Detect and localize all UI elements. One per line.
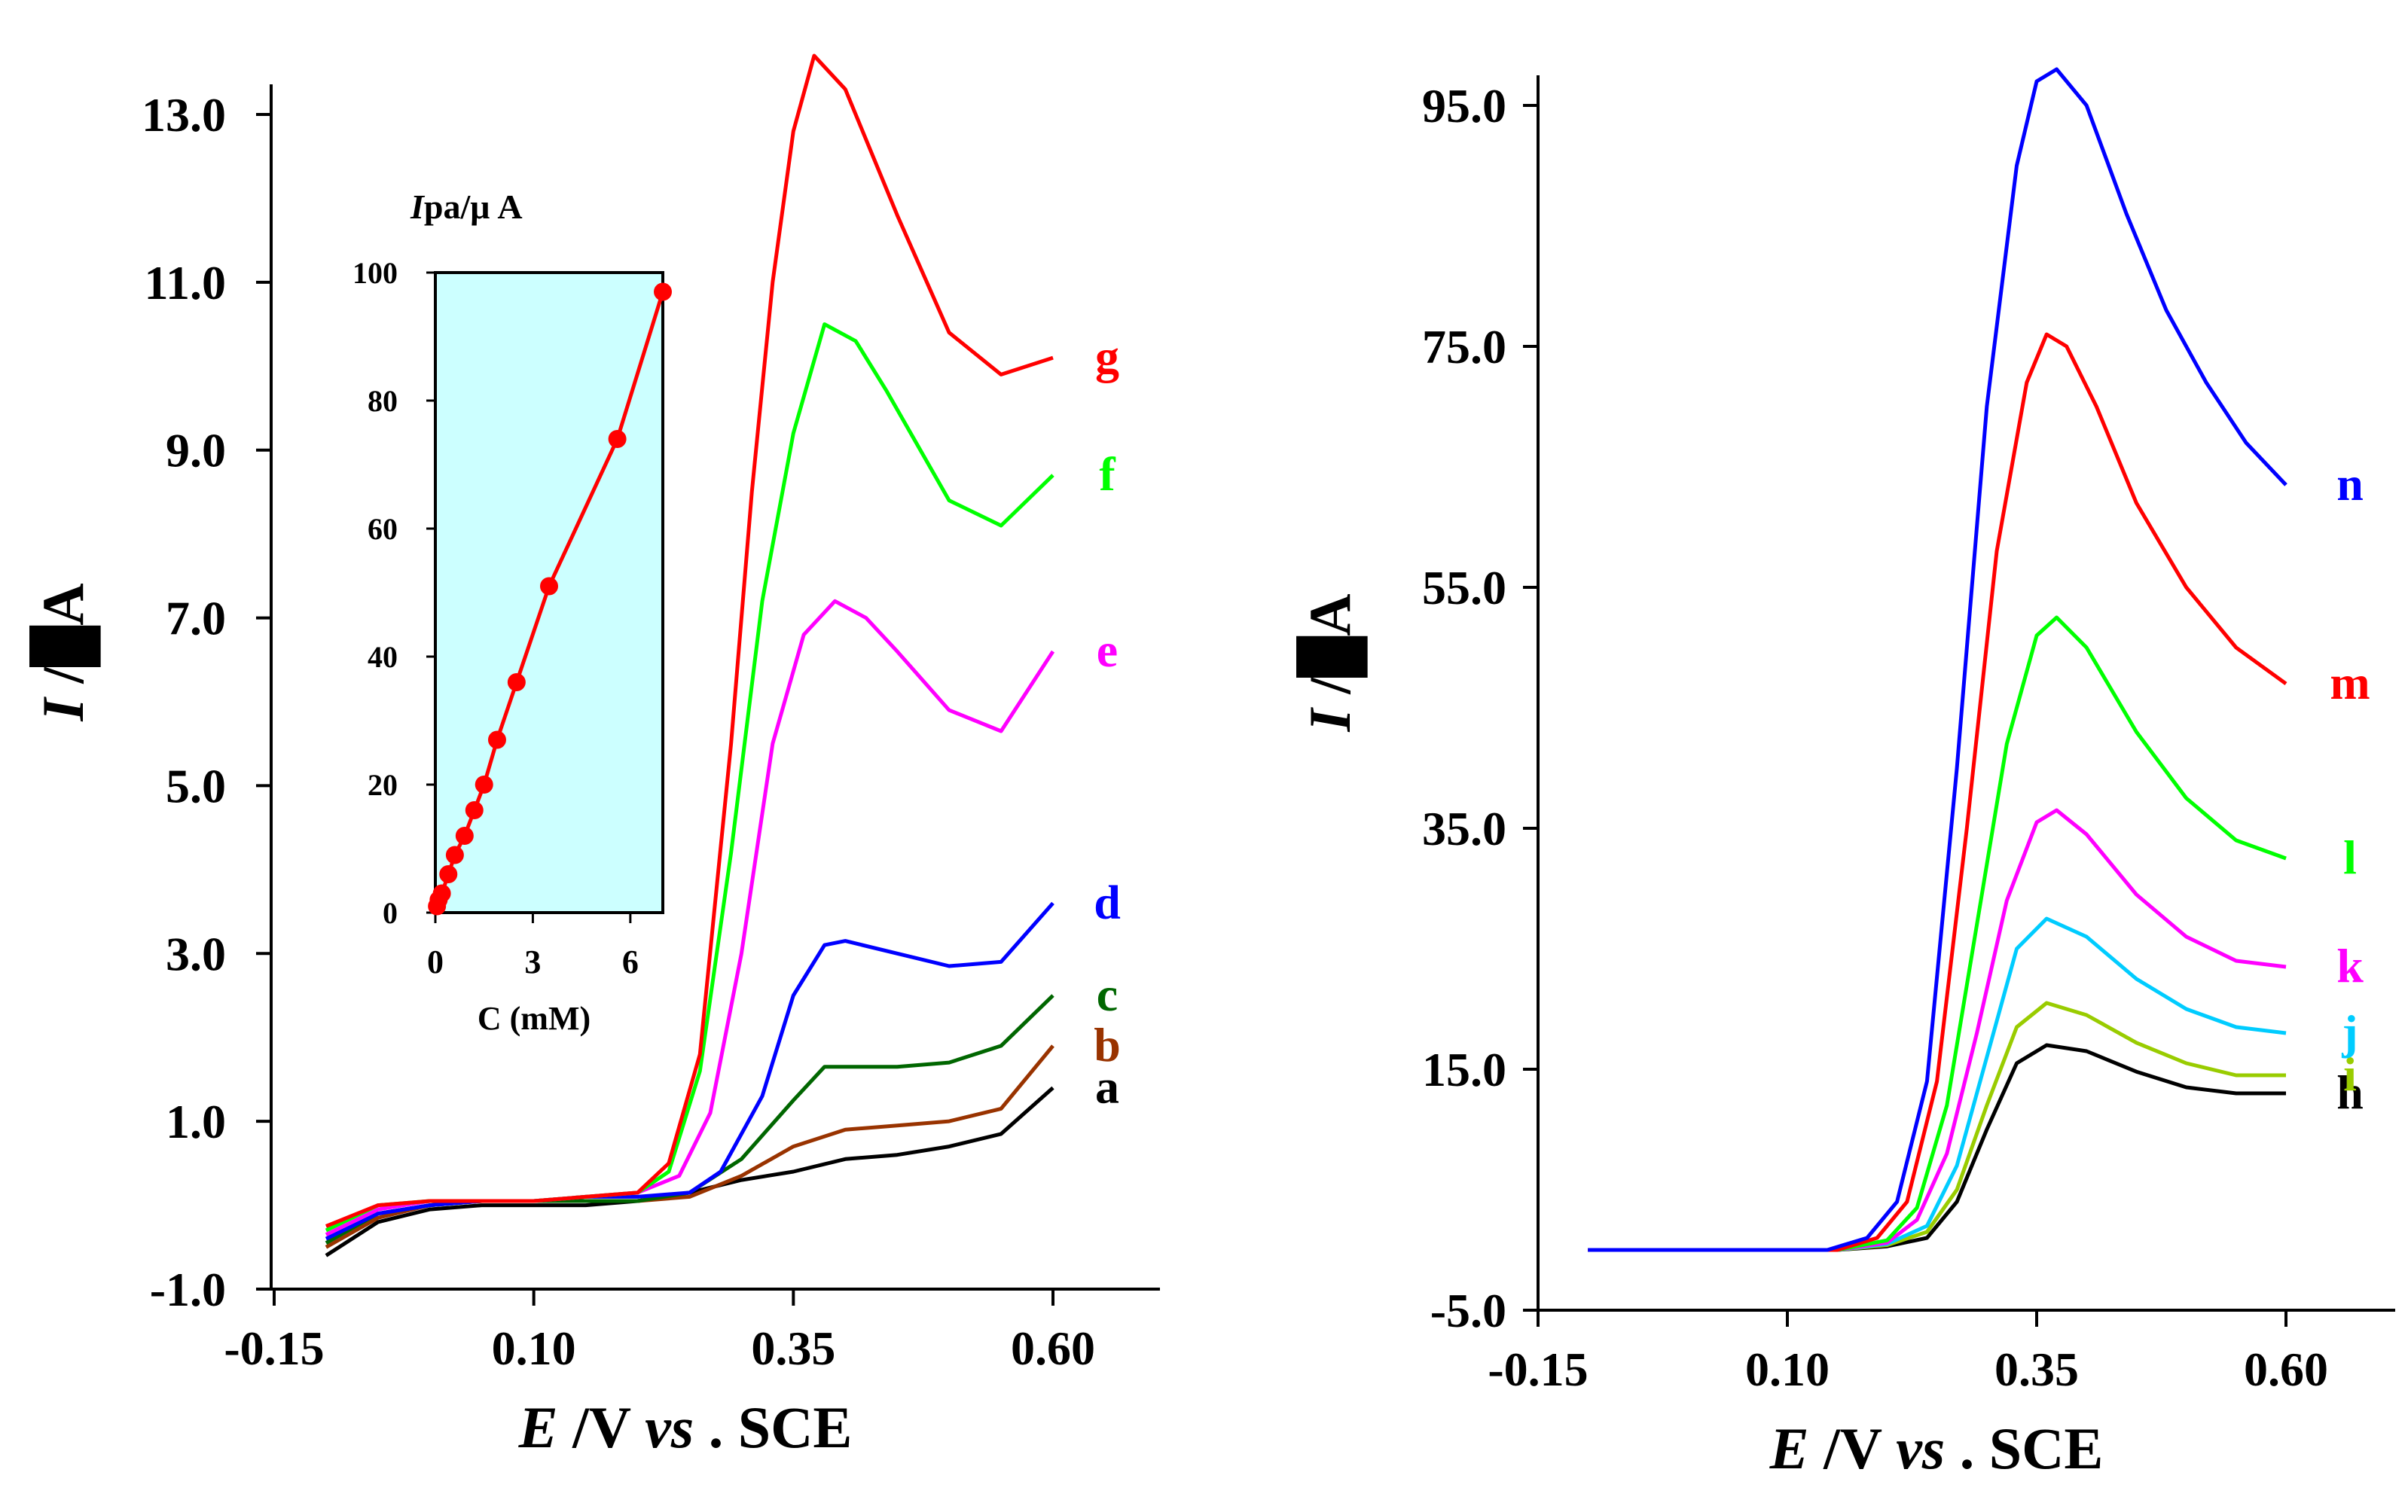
- inset-data-point: [439, 865, 458, 883]
- series-label-f: f: [1099, 447, 1115, 501]
- inset-data-point: [455, 827, 474, 845]
- inset-title-i: I: [410, 187, 426, 226]
- series-label-j: j: [2341, 1005, 2358, 1059]
- x-axis-label: E /V vs . SCE: [518, 1395, 853, 1460]
- series-label-g: g: [1095, 330, 1119, 383]
- x-axis-label-vs: vs: [1896, 1416, 1945, 1481]
- series-line-k: [1588, 808, 2287, 1252]
- inset-y-tick-label: 20: [368, 768, 398, 802]
- y-tick-label: 11.0: [145, 256, 226, 309]
- y-axis-label-redacted-unit: █: [29, 625, 101, 667]
- y-tick-label: 35.0: [1422, 802, 1506, 855]
- series-label-c: c: [1097, 968, 1118, 1021]
- x-tick-label: 0.35: [1994, 1343, 2079, 1396]
- y-tick-label: 9.0: [166, 424, 226, 477]
- x-axis-label-sce: . SCE: [1945, 1416, 2103, 1481]
- series-label-m: m: [2330, 656, 2370, 709]
- x-tick-label: 0.35: [751, 1321, 835, 1375]
- y-axis-label: I /█A: [1296, 593, 1368, 732]
- inset-data-point: [487, 730, 506, 749]
- inset-y-tick-label: 100: [353, 256, 398, 290]
- series-line-i: [1588, 1001, 2286, 1252]
- y-tick-label: 5.0: [166, 759, 226, 812]
- inset-y-tick-label: 40: [368, 640, 398, 674]
- series-label-b: b: [1094, 1018, 1121, 1072]
- series-line-g: [325, 53, 1054, 1228]
- y-axis-label-slash: /: [1297, 677, 1363, 709]
- inset-data-point: [432, 884, 451, 903]
- x-tick-label: 0.10: [492, 1321, 576, 1375]
- y-tick-label: -1.0: [150, 1263, 226, 1316]
- inset-title-a: A: [497, 187, 522, 226]
- inset-y-tick-label: 60: [368, 512, 398, 546]
- inset-title: Ipa/μ A: [410, 187, 523, 226]
- inset-y-tick-label: 0: [383, 896, 398, 930]
- x-tick-label: 0.60: [1011, 1321, 1095, 1375]
- x-axis-label-unit: /V: [1809, 1416, 1897, 1481]
- y-axis-label-a: A: [1297, 593, 1363, 636]
- y-axis-label: I /█A: [29, 583, 101, 721]
- series-label-h: h: [2336, 1065, 2364, 1119]
- inset-title-mu: μ: [470, 187, 490, 226]
- y-tick-label: 3.0: [166, 927, 226, 980]
- series-line-m: [1588, 332, 2287, 1252]
- inset-y-tick-label: 80: [368, 384, 398, 418]
- series-label-i: i: [2343, 1047, 2357, 1101]
- x-tick-label: -0.15: [224, 1321, 324, 1375]
- series-label-d: d: [1094, 875, 1121, 928]
- inset-x-tick-label: 3: [524, 943, 541, 980]
- x-tick-label: 0.60: [2244, 1343, 2328, 1396]
- series-label-a: a: [1095, 1060, 1119, 1114]
- series-label-k: k: [2336, 939, 2364, 992]
- x-axis-label: E /V vs . SCE: [1769, 1416, 2104, 1481]
- y-tick-label: 55.0: [1422, 561, 1506, 614]
- inset-data-point: [540, 577, 558, 596]
- x-axis-label-e: E: [1769, 1416, 1809, 1481]
- x-axis-label-unit: /V: [558, 1395, 645, 1460]
- series-line-n: [1588, 67, 2287, 1252]
- x-tick-label: 0.10: [1745, 1343, 1830, 1396]
- inset-data-point: [654, 282, 672, 301]
- panel-left: -1.0 1.0 3.0 5.0 7.0 9.0 11.0 13.0 -0.15 0.10 0.35…: [29, 53, 1160, 1460]
- inset-data-point: [507, 673, 526, 691]
- y-tick-label: 95.0: [1422, 79, 1506, 133]
- y-tick-label: 7.0: [166, 592, 226, 645]
- inset-data-point: [445, 846, 464, 864]
- series-line-a: [325, 1086, 1054, 1257]
- x-tick-label: -0.15: [1488, 1343, 1588, 1396]
- y-axis-label-a: A: [30, 583, 96, 625]
- panel-right: -5.0 15.0 35.0 55.0 75.0 95.0 -0.15 0.10 0.35 0.6…: [1296, 67, 2395, 1481]
- inset-title-pa: pa/: [424, 187, 472, 226]
- y-axis-label-i: I: [1297, 707, 1363, 733]
- series-line-l: [1588, 615, 2287, 1252]
- inset-data-point: [475, 776, 493, 794]
- y-tick-label: 15.0: [1422, 1043, 1506, 1096]
- x-axis-label-e: E: [518, 1395, 558, 1460]
- y-tick-label: 1.0: [166, 1095, 226, 1148]
- x-axis-label-sce: . SCE: [694, 1395, 852, 1460]
- y-tick-label: 75.0: [1422, 320, 1506, 373]
- inset-chart: 0 20 40 60 80 100 0 3 6 Ipa/μ A C (mM): [353, 187, 672, 1037]
- series-label-e: e: [1097, 623, 1118, 677]
- x-axis-label-vs: vs: [645, 1395, 694, 1460]
- y-axis-label-slash: /: [30, 666, 96, 699]
- inset-data-point: [608, 430, 627, 448]
- inset-data-point: [465, 801, 484, 819]
- y-axis-label-i: I: [30, 697, 96, 722]
- inset-x-tick-label: 0: [427, 943, 444, 980]
- series-label-l: l: [2343, 831, 2357, 884]
- y-tick-label: 13.0: [142, 88, 226, 142]
- series-label-n: n: [2336, 457, 2364, 511]
- y-axis-label-redacted-unit: █: [1296, 636, 1368, 678]
- inset-x-axis-label: C (mM): [478, 1000, 591, 1037]
- inset-x-tick-label: 6: [622, 943, 639, 980]
- y-tick-label: -5.0: [1430, 1284, 1506, 1337]
